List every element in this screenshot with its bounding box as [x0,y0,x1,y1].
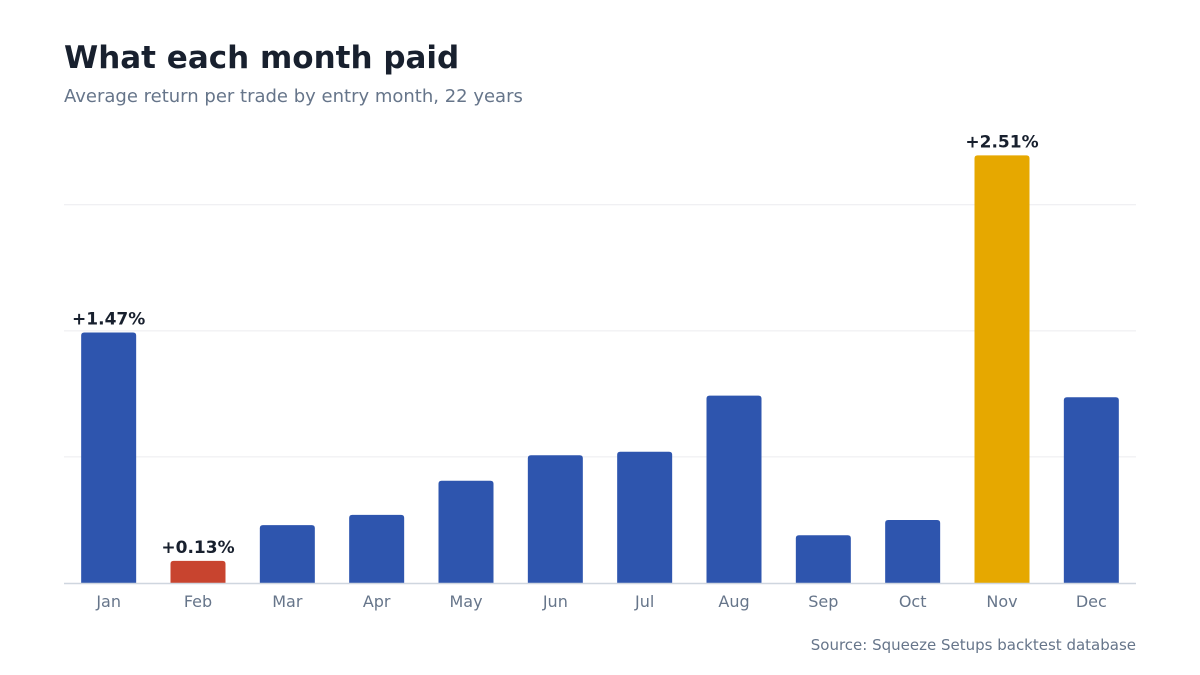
data-label-feb: +0.13% [161,538,234,558]
bar-dec [1063,397,1119,583]
x-tick-label-apr: Apr [363,592,391,611]
bar-may [438,480,494,583]
data-label-jan: +1.47% [72,310,145,330]
x-tick-label-mar: Mar [272,592,303,611]
data-label-nov: +2.51% [965,132,1038,152]
x-tick-label-nov: Nov [986,592,1017,611]
x-tick-label-oct: Oct [899,592,927,611]
chart-title: What each month paid [64,40,460,76]
bar-aug [706,395,762,583]
chart-subtitle: Average return per trade by entry month,… [64,86,523,107]
x-tick-label-jul: Jul [634,592,654,611]
x-tick-label-may: May [449,592,482,611]
source-note: Source: Squeeze Setups backtest database [810,636,1136,654]
bar-sep [795,535,851,583]
x-axis: Jan Feb Mar Apr May Jun Jul Aug Sep Oct Nov Dec [64,582,1136,611]
x-tick-label-jun: Jun [542,592,568,611]
x-tick-label-aug: Aug [718,592,749,611]
bar-jan [81,332,137,583]
bar-apr [349,514,405,583]
gridlines [64,204,1136,458]
bar-jun [527,455,583,583]
bar-nov [974,155,1030,584]
data-labels: +1.47% +0.13% +2.51% [72,132,1039,558]
x-tick-label-feb: Feb [184,592,212,611]
bar-mar [259,525,315,583]
bar-jul [617,451,673,583]
bar-feb [170,560,226,583]
x-tick-label-dec: Dec [1076,592,1107,611]
x-tick-label-sep: Sep [808,592,838,611]
bars [81,155,1119,584]
x-tick-label-jan: Jan [95,592,121,611]
bar-oct [885,519,941,583]
